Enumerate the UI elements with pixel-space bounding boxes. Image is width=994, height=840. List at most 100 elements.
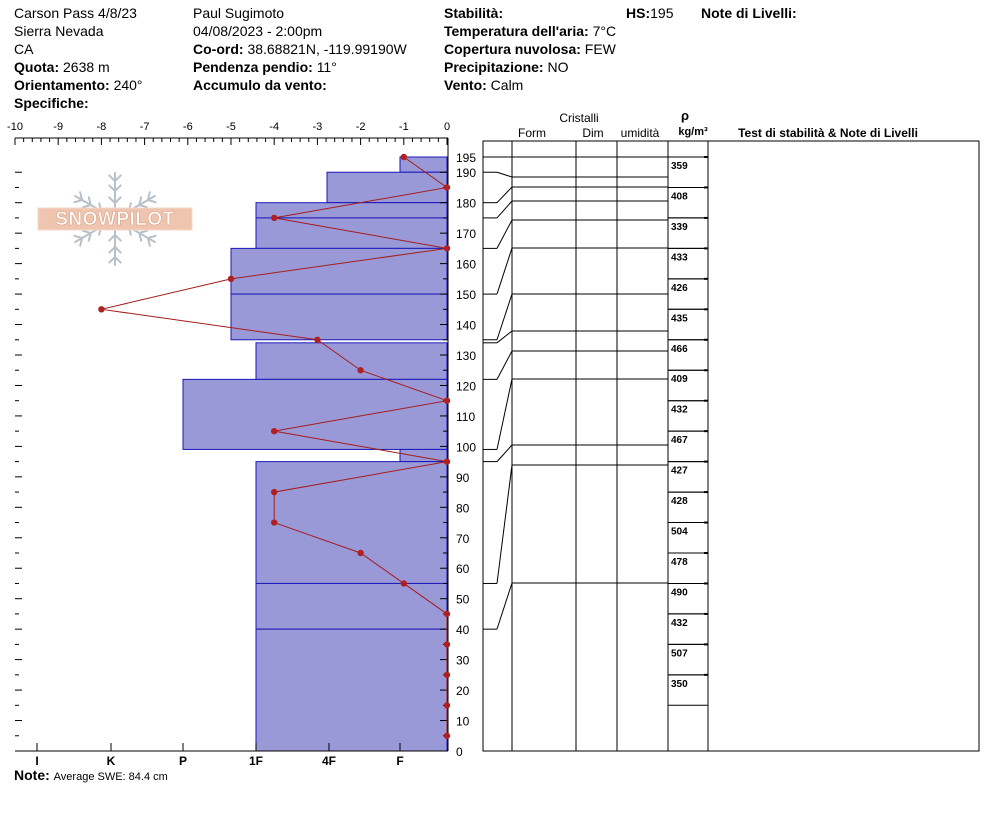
snowflake-branch [146, 191, 151, 201]
height-tick-label: 100 [456, 440, 476, 454]
density-value: 350 [671, 679, 688, 690]
rho-symbol: ρ [681, 108, 689, 123]
snowflake-branch [82, 204, 92, 209]
boundary-connector [496, 378, 513, 450]
hardness-layer-9 [255, 461, 448, 584]
temp-point [271, 214, 278, 222]
footer-note: Note: Average SWE: 84.4 cm [14, 767, 168, 785]
hardness-tick-label: P [179, 754, 187, 768]
layer-table: Cristalli Form Dim umidità ρ kg/m³ Test di sta… [482, 108, 980, 752]
temp-tick-label: -6 [183, 121, 193, 133]
aspect-value: 240° [113, 77, 143, 93]
wind-label: Vento: [444, 77, 487, 93]
temp-point [443, 702, 451, 709]
temp-point [400, 153, 407, 161]
height-tick-label: 0 [456, 745, 463, 759]
size-header: Dim [582, 126, 603, 140]
snowpilot-logo: SNOWPILOT [37, 172, 193, 266]
hardness-layer-6 [255, 342, 448, 380]
height-tick-label: 10 [456, 715, 470, 729]
snowflake-branch [146, 237, 151, 247]
precipitation: Precipitazione: NO [444, 59, 568, 75]
density-value: 490 [671, 587, 688, 598]
wind: Vento: Calm [444, 77, 523, 93]
layer-notes-label: Note di Livelli: [701, 5, 797, 21]
note-value: Average SWE: 84.4 cm [53, 771, 168, 783]
height-tick-label: 120 [456, 379, 476, 393]
boundary-connector [496, 186, 513, 204]
temp-point [227, 275, 235, 283]
temp-point [271, 488, 278, 496]
temp-tick-label: -7 [140, 121, 150, 133]
snowflake-branch [82, 229, 92, 234]
air-temperature: Temperatura dell'aria: 7°C [444, 23, 616, 39]
temp-tick-label: -1 [399, 121, 409, 133]
temp-tick-label: -9 [53, 121, 63, 133]
temp-point [443, 458, 451, 465]
density-value: 408 [671, 191, 688, 202]
temp-point [271, 519, 278, 526]
elevation-label: Quota: [14, 59, 60, 75]
temp-point [443, 184, 451, 191]
density-value: 435 [671, 313, 688, 324]
slope-value: 11° [316, 59, 337, 75]
density-value: 427 [671, 466, 688, 477]
snowflake-branch [108, 256, 116, 264]
slope: Pendenza pendio: 11° [193, 59, 337, 75]
hardness-layer-5 [230, 293, 448, 341]
height-tick-label: 180 [456, 197, 476, 211]
location-name: Carson Pass 4/8/23 [14, 5, 137, 21]
snowflake-branch [73, 234, 84, 239]
snowflake-branch [114, 256, 122, 264]
precip-value: NO [547, 59, 569, 75]
height-tick-label: 70 [456, 532, 470, 546]
temp-tick-label: -10 [7, 121, 23, 133]
boundary-connector [496, 464, 513, 584]
temp-tick-label: -4 [269, 121, 279, 133]
temp-tick-label: 0 [444, 121, 450, 133]
form-header: Form [518, 126, 546, 140]
hardness-tick-label: 1F [249, 754, 263, 768]
density-value: 478 [671, 557, 688, 568]
hs-value: 195 [650, 5, 674, 21]
note-label: Note: [14, 767, 50, 783]
snowflake-branch [114, 196, 122, 204]
hardness-layer-10 [255, 582, 448, 630]
density-value: 466 [671, 344, 688, 355]
aspect-label: Orientamento: [14, 77, 110, 93]
height-tick-label: 140 [456, 319, 476, 333]
precip-label: Precipitazione: [444, 59, 544, 75]
crystals-header: Cristalli [559, 111, 598, 125]
boundary-connector [496, 582, 513, 630]
aspect: Orientamento: 240° [14, 77, 143, 93]
observer-name: Paul Sugimoto [193, 5, 285, 21]
mountain-range: Sierra Nevada [14, 23, 104, 39]
temp-point [443, 610, 451, 618]
snowflake-branch [108, 246, 116, 254]
snowflake-branch [138, 196, 143, 206]
height-tick-label: 170 [456, 227, 476, 241]
temp-point [271, 427, 278, 435]
hardness-tick-label: K [107, 754, 116, 768]
temp-point [443, 732, 451, 739]
boundary-connector [496, 200, 513, 219]
snowflake-branch [114, 234, 122, 242]
slope-label: Pendenza pendio: [193, 59, 313, 75]
coords-label: Co-ord: [193, 41, 244, 57]
height-tick-label: 190 [456, 166, 476, 180]
boundary-connector [496, 350, 513, 380]
temp-point [400, 580, 407, 587]
wind-loading-label: Accumulo da vento: [193, 77, 327, 93]
temp-line [101, 156, 449, 736]
height-tick-label: 160 [456, 258, 476, 272]
cloud-value: FEW [584, 41, 616, 57]
height-tick-label: 150 [456, 288, 476, 302]
density-value: 339 [671, 222, 688, 233]
density-value: 433 [671, 252, 688, 263]
boundary-connector [496, 330, 513, 344]
chart-axes: -10 -9 -8 -7 -6 -5 -4 -3 -2 -1 0010203040506070809… [7, 121, 476, 768]
snowflake-branch [108, 184, 116, 192]
hs-label: HS: [626, 5, 651, 21]
air-temp-label: Temperatura dell'aria: [444, 23, 589, 39]
snowflake-branch [114, 174, 122, 182]
